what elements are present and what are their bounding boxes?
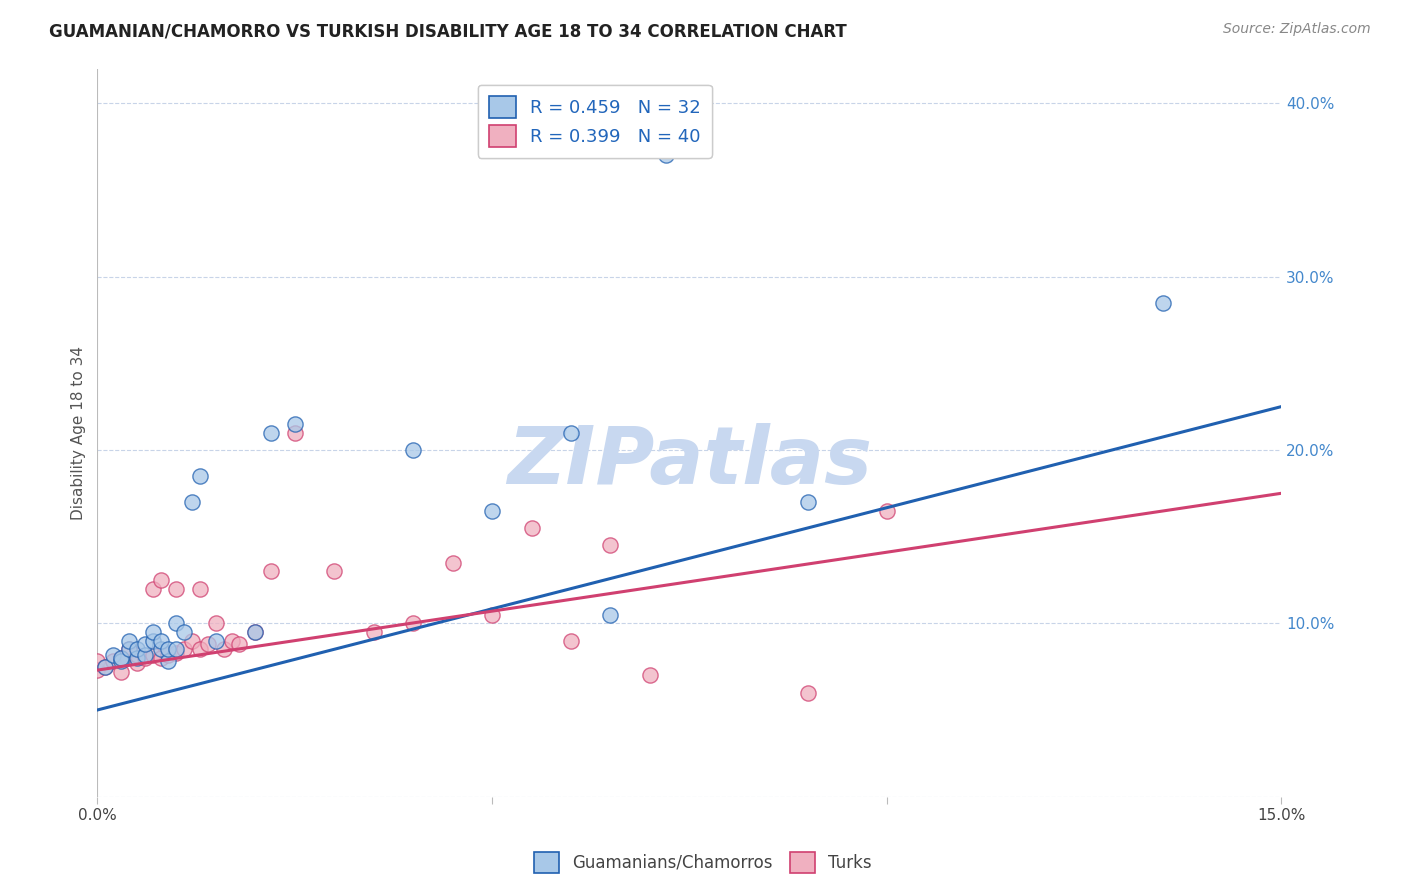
Point [110, 651, 132, 665]
Point [245, 624, 267, 639]
Point [638, 668, 661, 682]
Point [165, 646, 187, 660]
Point [134, 651, 156, 665]
Text: Source: ZipAtlas.com: Source: ZipAtlas.com [1223, 22, 1371, 37]
Point [125, 656, 148, 670]
Legend: Guamanians/Chamorros, Turks: Guamanians/Chamorros, Turks [527, 846, 879, 880]
Point [118, 642, 141, 657]
Point [86, 663, 108, 677]
Point [797, 495, 820, 509]
Point [560, 633, 582, 648]
Point [221, 633, 243, 648]
Point [118, 642, 141, 657]
Point [101, 655, 124, 669]
Point [157, 642, 180, 657]
Point [363, 624, 385, 639]
Point [197, 637, 219, 651]
Point [110, 655, 132, 669]
Point [797, 686, 820, 700]
Point [204, 633, 226, 648]
Point [142, 624, 165, 639]
Point [654, 148, 676, 162]
Point [481, 607, 503, 622]
Point [402, 442, 425, 457]
Point [260, 564, 283, 578]
Point [134, 648, 156, 662]
Point [188, 582, 211, 596]
Point [142, 582, 165, 596]
Point [481, 503, 503, 517]
Point [520, 521, 543, 535]
Point [165, 582, 187, 596]
Point [323, 564, 346, 578]
Y-axis label: Disability Age 18 to 34: Disability Age 18 to 34 [72, 345, 86, 520]
Point [599, 607, 621, 622]
Point [228, 637, 250, 651]
Point [876, 503, 898, 517]
Point [181, 495, 204, 509]
Point [118, 633, 141, 648]
Point [599, 538, 621, 552]
Point [94, 659, 117, 673]
Point [402, 616, 425, 631]
Point [173, 642, 195, 657]
Point [181, 633, 204, 648]
Point [125, 648, 148, 662]
Point [284, 417, 307, 431]
Point [560, 425, 582, 440]
Point [165, 616, 187, 631]
Text: GUAMANIAN/CHAMORRO VS TURKISH DISABILITY AGE 18 TO 34 CORRELATION CHART: GUAMANIAN/CHAMORRO VS TURKISH DISABILITY… [49, 22, 846, 40]
Point [204, 616, 226, 631]
Point [260, 425, 283, 440]
Point [125, 642, 148, 657]
Point [245, 624, 267, 639]
Point [149, 642, 172, 657]
Point [134, 637, 156, 651]
Point [157, 655, 180, 669]
Point [142, 648, 165, 662]
Point [165, 642, 187, 657]
Point [284, 425, 307, 440]
Point [142, 633, 165, 648]
Point [110, 651, 132, 665]
Point [110, 665, 132, 679]
Point [188, 642, 211, 657]
Point [149, 651, 172, 665]
Point [94, 659, 117, 673]
Point [86, 655, 108, 669]
Point [173, 624, 195, 639]
Point [441, 556, 464, 570]
Point [125, 651, 148, 665]
Point [157, 648, 180, 662]
Text: ZIPatlas: ZIPatlas [508, 423, 872, 500]
Point [212, 642, 235, 657]
Point [1152, 295, 1174, 310]
Point [149, 573, 172, 587]
Point [188, 469, 211, 483]
Point [149, 633, 172, 648]
Legend: R = 0.459   N = 32, R = 0.399   N = 40: R = 0.459 N = 32, R = 0.399 N = 40 [478, 85, 711, 158]
Point [101, 648, 124, 662]
